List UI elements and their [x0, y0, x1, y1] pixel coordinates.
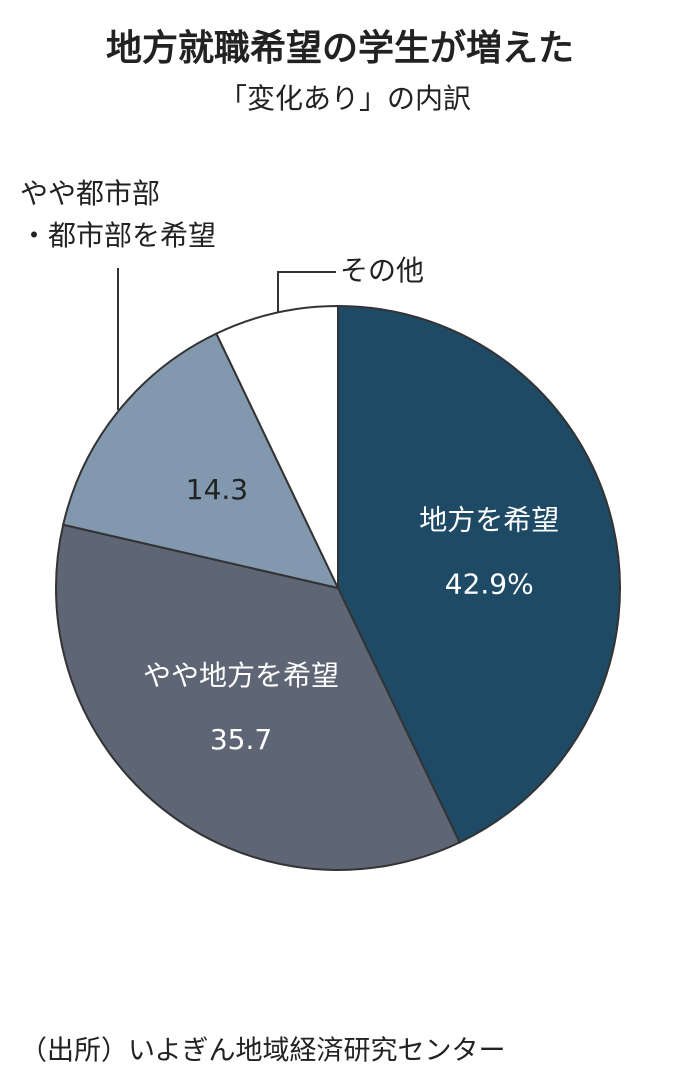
value-label: 42.9%: [445, 568, 534, 601]
pie-slice: [55, 523, 462, 871]
leader-line: [277, 271, 336, 318]
chart-title: 地方就職希望の学生が増えた: [106, 27, 574, 69]
pie-slice: [337, 304, 621, 844]
slice-label: やや都市部: [20, 177, 160, 210]
pie-slice: [214, 304, 339, 589]
slice-label: ・都市部を希望: [20, 219, 216, 252]
slice-label: 地方を希望: [419, 504, 559, 537]
value-label: 14.3: [186, 473, 248, 506]
value-label: 35.7: [210, 723, 272, 756]
pie-slice: [61, 332, 340, 590]
source: （出所）いよぎん地域経済研究センター: [20, 1036, 505, 1067]
chart-subtitle: 「変化あり」の内訳: [219, 82, 471, 115]
slice-label: やや地方を希望: [143, 659, 339, 692]
slice-label: その他: [340, 254, 424, 287]
